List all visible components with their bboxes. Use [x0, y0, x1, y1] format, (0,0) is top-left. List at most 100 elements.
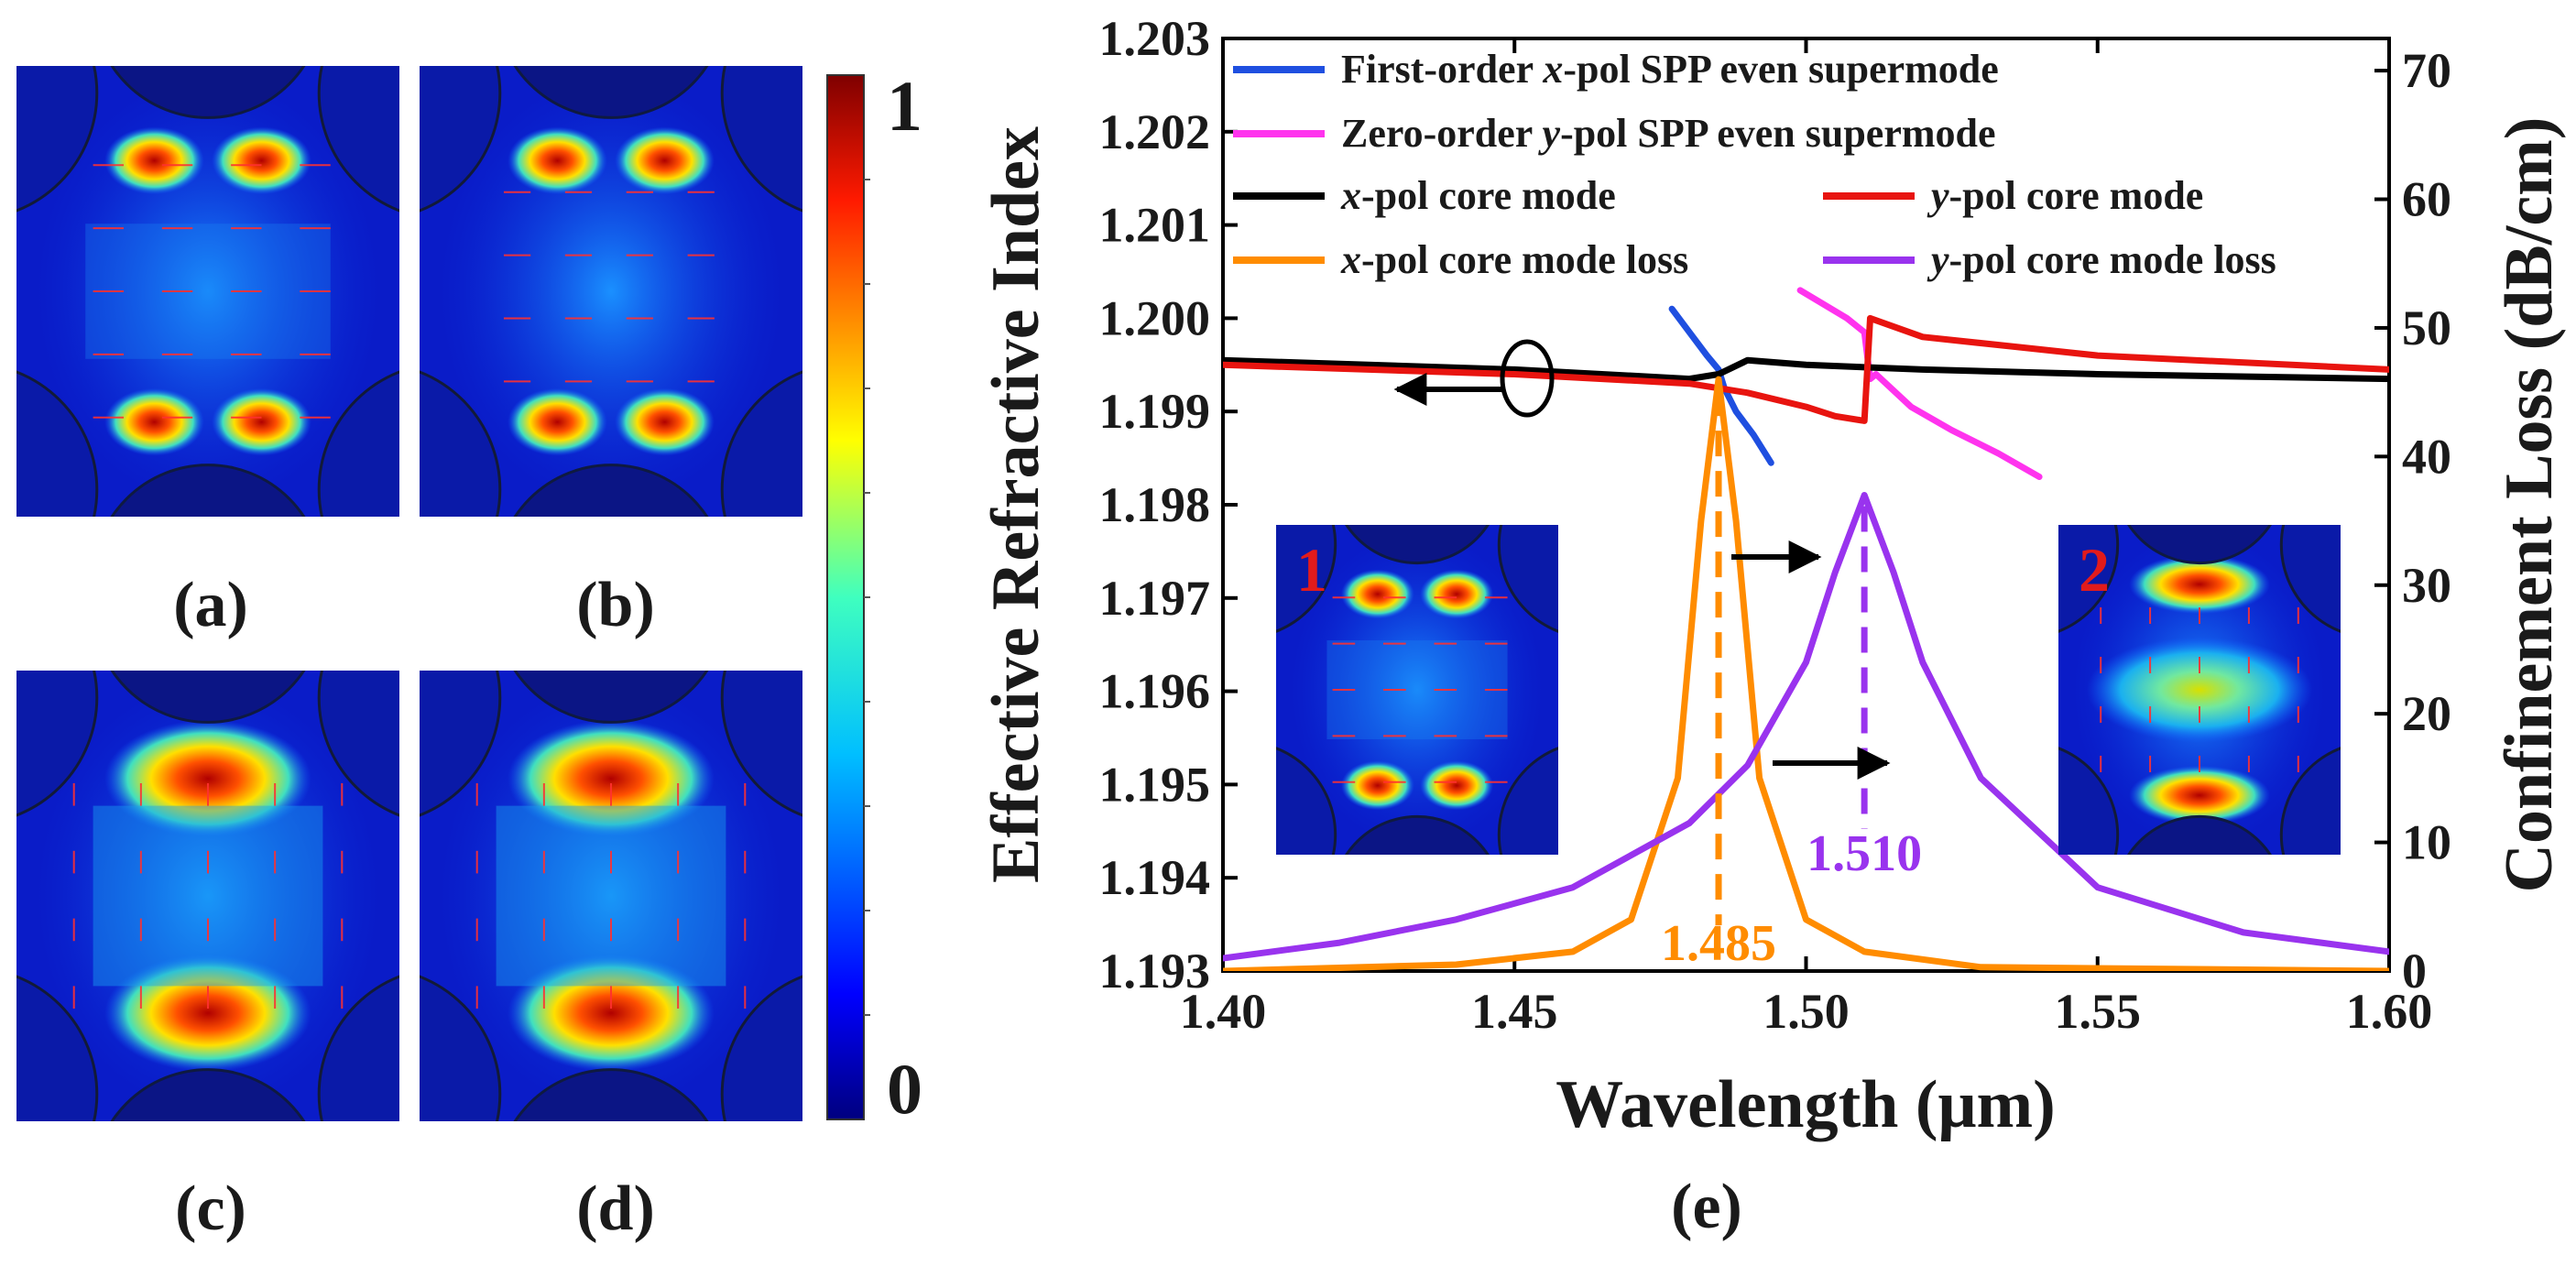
field-hotspot: [1420, 760, 1494, 811]
air-hole: [2279, 747, 2341, 855]
y-right-tick-label: 70: [2402, 43, 2451, 98]
colorbar: [826, 74, 865, 1120]
legend-entry-5: y-pol core mode loss: [1927, 237, 2276, 282]
field-map-d: [420, 671, 802, 1121]
y-left-tick-label: 1.203: [1099, 11, 1211, 66]
y-left-tick-label: 1.199: [1099, 384, 1211, 439]
polarization-arrows: [2100, 607, 2299, 772]
capillary-top: [513, 66, 709, 119]
inset-1: [1276, 525, 1558, 855]
colorbar-ticks: [864, 179, 870, 1016]
polarization-arrows: [93, 164, 331, 419]
y-left-tick-label: 1.196: [1099, 664, 1211, 719]
field-hotspot: [1420, 569, 1494, 619]
y-right-tick-label: 0: [2402, 944, 2427, 999]
y-left-tick-label: 1.200: [1099, 290, 1211, 345]
x-tick-label: 1.60: [2346, 984, 2433, 1039]
field-core: [1326, 640, 1508, 739]
inset-2: [2058, 525, 2341, 855]
y-left-tick-label: 1.193: [1099, 944, 1211, 999]
capillary-bottom: [2127, 814, 2272, 855]
panel-label-b: (b): [576, 570, 655, 640]
field-hotspot: [1340, 760, 1414, 811]
y-right-tick-label: 20: [2402, 686, 2451, 741]
air-hole: [2058, 525, 2120, 633]
panel-label-c: (c): [175, 1173, 246, 1244]
y-left-tick-label: 1.195: [1099, 757, 1211, 812]
capillary-bottom: [513, 1068, 709, 1121]
x-tick-label: 1.40: [1180, 984, 1267, 1039]
field-hotspot: [1340, 569, 1414, 619]
air-hole: [2279, 525, 2341, 633]
left-axis-marker: [1393, 339, 1891, 780]
y-right-tick-label: 40: [2402, 429, 2451, 484]
field-hotspot: [104, 720, 311, 838]
y-right-tick-label: 50: [2402, 300, 2451, 355]
y-left-tick-label: 1.194: [1099, 850, 1211, 905]
y-left-tick-label: 1.197: [1099, 571, 1211, 626]
capillary-top: [110, 66, 306, 119]
field-hotspot: [2129, 554, 2270, 615]
air-hole: [317, 975, 399, 1121]
y-left-tick-label: 1.201: [1099, 198, 1211, 253]
field-hotspot: [104, 954, 311, 1072]
air-hole: [1276, 525, 1337, 633]
field-map-c: [16, 671, 399, 1121]
y-left-tick-label: 1.198: [1099, 477, 1211, 532]
capillary-top: [1345, 525, 1490, 565]
resonance-label: 1.485: [1661, 915, 1776, 972]
legend-entry-3: y-pol core mode: [1927, 173, 2203, 218]
air-hole: [720, 370, 802, 517]
air-hole: [16, 671, 99, 817]
field-hotspot: [2129, 765, 2270, 825]
capillary-bottom: [513, 464, 709, 517]
air-hole: [16, 66, 99, 213]
polarization-arrows: [503, 191, 715, 383]
capillary-bottom: [1345, 814, 1490, 855]
series-line-2: [1223, 356, 2389, 383]
field-hotspot: [615, 126, 715, 195]
colorbar-min-label: 0: [887, 1049, 922, 1129]
field-map-a: [16, 66, 399, 517]
field-hotspot: [615, 387, 715, 456]
capillary-bottom: [110, 464, 306, 517]
panel-label-e: (e): [1671, 1172, 1742, 1242]
y-left-tick-label: 1.202: [1099, 104, 1211, 159]
legend-entry-1: Zero-order y-pol SPP even supermode: [1341, 111, 1996, 156]
field-core: [2086, 637, 2313, 743]
legend-entry-0: First-order x-pol SPP even supermode: [1341, 47, 1999, 92]
air-hole: [720, 66, 802, 213]
panel-label-a: (a): [173, 570, 248, 640]
y-axis-title-left: Effective Refractive Index: [978, 126, 1053, 883]
colorbar-max-label: 1: [887, 66, 922, 146]
panel-label-d: (d): [576, 1173, 655, 1244]
field-map-b: [420, 66, 802, 517]
field-core: [93, 805, 323, 987]
field-hotspot: [508, 387, 607, 456]
x-tick-label: 1.45: [1471, 984, 1558, 1039]
x-axis-title: Wavelength (μm): [1555, 1067, 2056, 1142]
air-hole: [1497, 747, 1558, 855]
legend-entry-4: x-pol core mode loss: [1340, 237, 1688, 282]
air-hole: [420, 66, 502, 213]
y-right-tick-label: 60: [2402, 172, 2451, 227]
polarization-arrows: [72, 783, 344, 1009]
air-hole: [420, 370, 502, 517]
capillary-top: [2127, 525, 2272, 565]
axis-indicator-ellipse: [1500, 339, 1555, 418]
series-line-3: [1223, 314, 2389, 424]
legend-entry-2: x-pol core mode: [1340, 173, 1616, 218]
air-hole: [16, 370, 99, 517]
field-hotspot: [508, 954, 715, 1072]
field-core: [85, 224, 331, 359]
inset-number: 2: [2079, 535, 2110, 605]
capillary-bottom: [110, 1068, 306, 1121]
air-hole: [420, 671, 502, 817]
y-right-tick-label: 10: [2402, 815, 2451, 870]
y-axis-title-right: Confinement Loss (dB/cm): [2492, 117, 2567, 893]
field-hotspot: [104, 126, 204, 195]
field-hotspot: [508, 720, 715, 838]
air-hole: [720, 671, 802, 817]
air-hole: [317, 671, 399, 817]
